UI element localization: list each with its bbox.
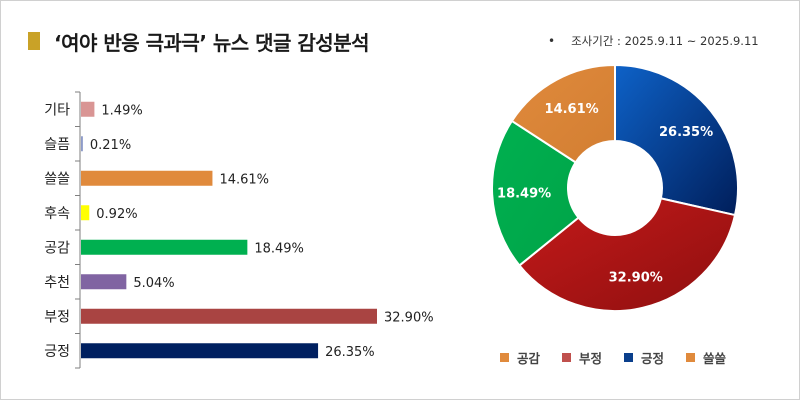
bar-value-label: 1.49% — [101, 103, 142, 118]
bar-value-label: 0.21% — [90, 138, 131, 153]
survey-period: • 조사기간 : 2025.9.11 ~ 2025.9.11 — [548, 33, 759, 49]
bar-value-label: 14.61% — [219, 172, 269, 187]
bar-category-label: 긍정 — [44, 344, 70, 360]
bar — [81, 274, 127, 290]
bar-category-label: 기타 — [44, 102, 70, 118]
bar — [81, 101, 95, 117]
title-block: ‘여야 반응 극과극’ 뉴스 댓글 감성분석 — [28, 26, 370, 56]
bar-category-label: 공감 — [44, 240, 70, 256]
legend-swatch-icon — [562, 353, 572, 362]
bar-category-label: 슬픔 — [44, 137, 70, 153]
bar — [81, 239, 248, 255]
bar-category-label: 추천 — [44, 275, 70, 291]
bar-category-label: 부정 — [44, 309, 70, 325]
bar-category-label: 쓸쓸 — [44, 171, 70, 187]
bullet-icon: • — [548, 34, 556, 48]
bar-value-label: 18.49% — [254, 241, 304, 256]
bar — [81, 170, 213, 186]
legend-label: 부정 — [579, 351, 603, 366]
legend-swatch-icon — [686, 353, 696, 362]
legend-label: 긍정 — [641, 351, 665, 366]
donut-legend: 공감 부정 긍정 쓸쓸 — [500, 348, 726, 367]
bar-chart: 기타 1.49% 슬픔 0.21% 쓸쓸 14.61% 후속 0.92% 공감 18.49% 추천 5… — [44, 91, 434, 369]
bar — [81, 343, 319, 359]
bar-value-label: 0.92% — [96, 207, 137, 222]
bar-category-label: 후속 — [44, 206, 70, 222]
bar — [81, 205, 90, 221]
bar-value-label: 32.90% — [384, 310, 434, 325]
legend-entry: 공감 — [500, 348, 540, 367]
bar — [81, 308, 377, 324]
bar — [81, 136, 83, 152]
legend-entry: 쓸쓸 — [686, 348, 726, 367]
legend-swatch-icon — [500, 353, 509, 362]
legend-swatch-icon — [624, 353, 634, 362]
bar-value-label: 26.35% — [325, 345, 375, 360]
survey-period-text: 조사기간 : 2025.9.11 ~ 2025.9.11 — [571, 34, 759, 48]
chart-title: ‘여야 반응 극과극’ 뉴스 댓글 감성분석 — [54, 30, 370, 55]
legend-label: 쓸쓸 — [703, 351, 727, 366]
title-accent-square-icon — [28, 32, 40, 50]
bar-value-label: 5.04% — [133, 276, 174, 291]
legend-label: 공감 — [517, 351, 541, 366]
legend-entry: 긍정 — [624, 348, 664, 367]
legend-entry: 부정 — [562, 348, 602, 367]
